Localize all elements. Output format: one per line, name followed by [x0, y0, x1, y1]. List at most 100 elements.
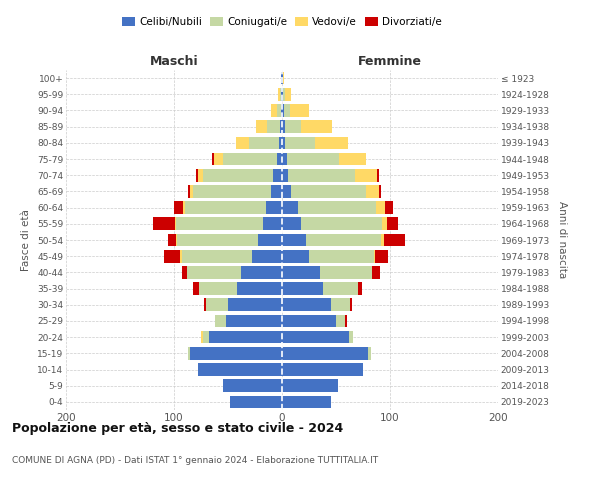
Text: Popolazione per età, sesso e stato civile - 2024: Popolazione per età, sesso e stato civil… [12, 422, 343, 435]
Bar [193, 185, 271, 198]
Bar [271, 104, 277, 117]
Bar [316, 136, 348, 149]
Bar [282, 363, 363, 376]
Bar [282, 136, 285, 149]
Bar [387, 218, 398, 230]
Bar [282, 104, 284, 117]
Bar [181, 250, 182, 262]
Bar [283, 88, 285, 101]
Bar [282, 331, 349, 344]
Bar [283, 72, 284, 85]
Bar [258, 234, 282, 246]
Bar [212, 152, 214, 166]
Bar [176, 218, 263, 230]
Bar [190, 347, 282, 360]
Bar [279, 136, 282, 149]
Bar [182, 202, 185, 214]
Bar [290, 185, 366, 198]
Bar [282, 298, 331, 311]
Text: COMUNE DI AGNA (PD) - Dati ISTAT 1° gennaio 2024 - Elaborazione TUTTITALIA.IT: COMUNE DI AGNA (PD) - Dati ISTAT 1° genn… [12, 456, 378, 465]
Bar [282, 347, 368, 360]
Bar [182, 266, 187, 278]
Bar [164, 250, 181, 262]
Bar [206, 298, 228, 311]
Bar [278, 88, 280, 101]
Bar [349, 331, 353, 344]
Bar [301, 120, 332, 133]
Bar [282, 266, 320, 278]
Bar [203, 331, 209, 344]
Bar [177, 234, 258, 246]
Bar [282, 152, 287, 166]
Bar [223, 380, 282, 392]
Bar [248, 136, 279, 149]
Bar [282, 88, 283, 101]
Bar [383, 234, 405, 246]
Bar [223, 152, 277, 166]
Bar [193, 282, 199, 295]
Bar [282, 202, 298, 214]
Bar [336, 314, 344, 328]
Text: Maschi: Maschi [149, 56, 199, 68]
Y-axis label: Anni di nascita: Anni di nascita [557, 202, 566, 278]
Bar [204, 298, 206, 311]
Bar [358, 282, 362, 295]
Text: Femmine: Femmine [358, 56, 422, 68]
Bar [287, 152, 339, 166]
Bar [274, 169, 282, 181]
Bar [331, 298, 350, 311]
Bar [167, 234, 176, 246]
Bar [344, 314, 347, 328]
Bar [282, 120, 285, 133]
Bar [252, 250, 282, 262]
Bar [298, 202, 376, 214]
Bar [228, 298, 282, 311]
Bar [282, 396, 331, 408]
Bar [280, 88, 281, 101]
Bar [289, 169, 355, 181]
Bar [375, 250, 388, 262]
Bar [282, 314, 336, 328]
Bar [201, 331, 203, 344]
Bar [241, 266, 282, 278]
Bar [256, 120, 267, 133]
Bar [236, 136, 248, 149]
Bar [198, 169, 203, 181]
Bar [174, 202, 182, 214]
Bar [371, 266, 380, 278]
Bar [280, 120, 282, 133]
Bar [209, 331, 282, 344]
Bar [368, 347, 371, 360]
Bar [199, 282, 236, 295]
Bar [282, 380, 338, 392]
Bar [285, 88, 290, 101]
Bar [382, 234, 383, 246]
Y-axis label: Fasce di età: Fasce di età [22, 209, 31, 271]
Bar [277, 104, 281, 117]
Bar [188, 185, 190, 198]
Bar [285, 136, 316, 149]
Bar [284, 104, 290, 117]
Bar [182, 250, 252, 262]
Bar [385, 202, 393, 214]
Bar [379, 185, 382, 198]
Bar [188, 347, 190, 360]
Bar [376, 202, 385, 214]
Bar [301, 218, 382, 230]
Bar [226, 314, 282, 328]
Bar [203, 169, 274, 181]
Bar [266, 202, 282, 214]
Bar [320, 266, 371, 278]
Bar [263, 218, 282, 230]
Bar [176, 234, 177, 246]
Bar [175, 218, 176, 230]
Bar [198, 363, 282, 376]
Bar [271, 185, 282, 198]
Bar [196, 169, 198, 181]
Bar [236, 282, 282, 295]
Bar [215, 314, 226, 328]
Bar [306, 234, 382, 246]
Bar [277, 152, 282, 166]
Bar [185, 202, 266, 214]
Bar [282, 169, 289, 181]
